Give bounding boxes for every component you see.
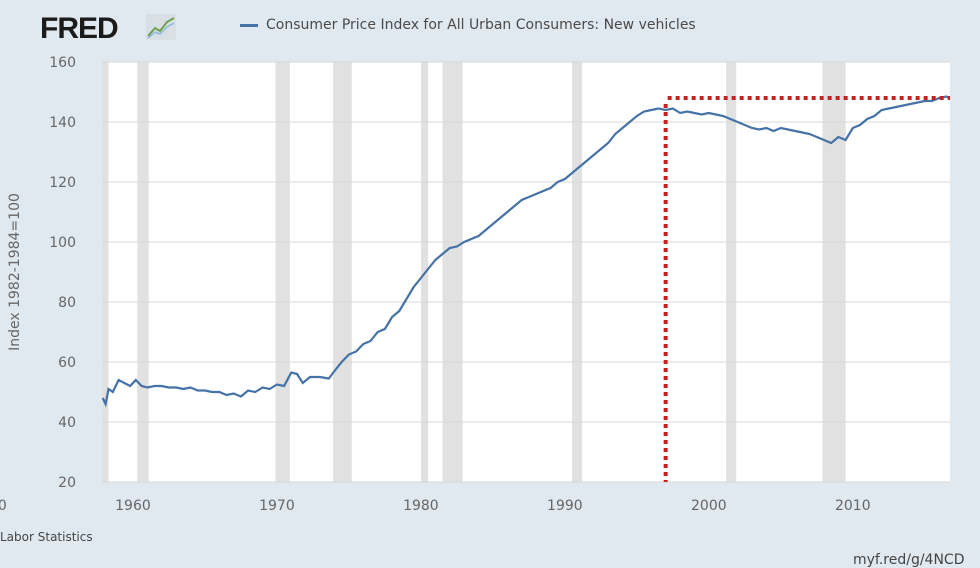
chart-legend[interactable]: Consumer Price Index for All Urban Consu… xyxy=(240,17,696,33)
x-tick-label: 1980 xyxy=(403,498,439,514)
legend-swatch xyxy=(240,23,258,27)
recession-band xyxy=(572,62,583,482)
y-tick-label: 140 xyxy=(49,115,76,131)
y-tick-label: 40 xyxy=(58,415,76,431)
legend-label: Consumer Price Index for All Urban Consu… xyxy=(266,17,696,33)
y-tick-label: 60 xyxy=(58,355,76,371)
y-axis-label: Index 1982-1984=100 xyxy=(7,193,23,351)
recession-band xyxy=(726,62,737,482)
series-line xyxy=(101,95,951,408)
short-link[interactable]: myf.red/g/4NCD xyxy=(853,552,965,568)
plot-area xyxy=(102,62,950,482)
recession-band xyxy=(333,62,352,482)
recession-band xyxy=(275,62,290,482)
x-tick-label: 2010 xyxy=(835,498,871,514)
y-tick-label: 120 xyxy=(49,175,76,191)
x-tick-label: 1950 xyxy=(0,498,7,514)
recession-band xyxy=(137,62,149,482)
x-tick-label: 1990 xyxy=(547,498,583,514)
fred-logo: FRED xyxy=(40,12,119,45)
recession-band xyxy=(442,62,463,482)
x-tick-label: 2000 xyxy=(691,498,727,514)
recession-band xyxy=(102,62,109,482)
y-tick-label: 100 xyxy=(49,235,76,251)
y-tick-label: 160 xyxy=(49,55,76,71)
x-tick-label: 1970 xyxy=(259,498,295,514)
recession-band xyxy=(822,62,846,482)
y-tick-label: 20 xyxy=(58,475,76,491)
x-tick-label: 1960 xyxy=(115,498,151,514)
fred-logo-chart-icon xyxy=(146,14,176,40)
y-tick-label: 80 xyxy=(58,295,76,311)
source-note: Labor Statistics xyxy=(0,530,93,544)
